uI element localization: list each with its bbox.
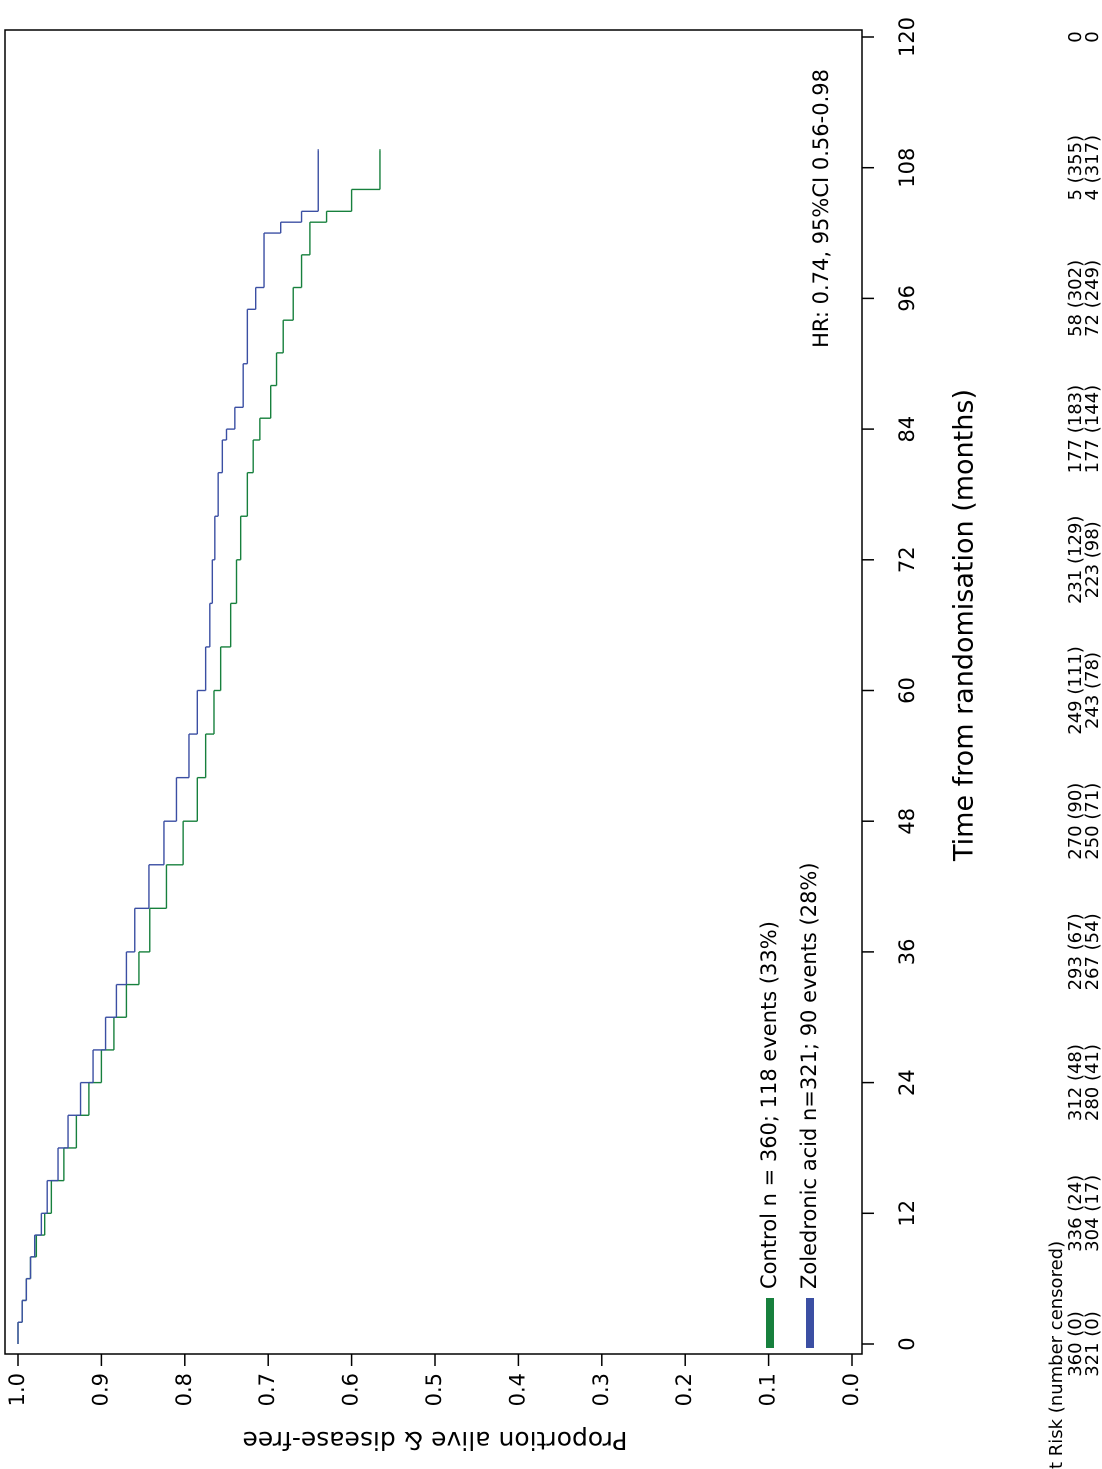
y-tick-label: 0.2 (672, 1373, 696, 1406)
at-risk-count: 177 (144) (1082, 385, 1102, 473)
x-tick-label: 120 (895, 17, 919, 57)
x-tick-label: 72 (895, 546, 919, 573)
at-risk-count: 223 (98) (1082, 521, 1102, 598)
y-tick-label: 0.8 (172, 1373, 196, 1406)
x-tick-label: 12 (895, 1200, 919, 1227)
at-risk-count: 0 (1082, 31, 1102, 42)
at-risk-title: At Risk (number censored) (1046, 1241, 1067, 1469)
at-risk-count: 4 (317) (1082, 135, 1102, 201)
y-tick-label: 0.9 (88, 1373, 112, 1406)
x-tick-label: 60 (895, 677, 919, 704)
y-tick-label: 0.6 (339, 1373, 363, 1406)
x-tick-label: 108 (895, 148, 919, 188)
y-axis-label: Proportion alive & disease-free (243, 1426, 628, 1455)
at-risk-count: 360 (0) (1065, 1311, 1086, 1377)
at-risk-count: 0 (1065, 31, 1086, 42)
x-tick-label: 48 (895, 808, 919, 835)
legend-label: Zoledronic acid n=321; 90 events (28%) (797, 862, 821, 1289)
at-risk-count: 312 (48) (1065, 1044, 1086, 1121)
at-risk-count: 304 (17) (1082, 1175, 1102, 1252)
legend-swatch (766, 1298, 774, 1348)
hazard-ratio: HR: 0.74, 95%CI 0.56-0.98 (809, 69, 833, 348)
at-risk-count: 72 (249) (1082, 260, 1102, 337)
at-risk-count: 243 (78) (1082, 652, 1102, 729)
at-risk-count: 231 (129) (1065, 516, 1086, 604)
at-risk-count: 5 (355) (1065, 135, 1086, 201)
at-risk-count: 177 (183) (1065, 385, 1086, 473)
at-risk-count: 270 (90) (1065, 783, 1086, 860)
x-tick-label: 36 (895, 939, 919, 966)
at-risk-count: 267 (54) (1082, 913, 1102, 990)
x-tick-label: 84 (895, 416, 919, 443)
y-tick-label: 0.3 (589, 1373, 613, 1406)
legend-swatch (806, 1298, 814, 1348)
y-tick-label: 0.7 (255, 1373, 279, 1406)
at-risk-count: 321 (0) (1082, 1311, 1102, 1377)
at-risk-count: 249 (111) (1065, 646, 1086, 734)
x-tick-label: 96 (895, 285, 919, 312)
y-tick-label: 0.0 (839, 1373, 863, 1406)
x-tick-label: 24 (895, 1069, 919, 1096)
legend-label: Control n = 360; 118 events (33%) (757, 921, 781, 1289)
rotated-plot: Proportion alive & disease-free Time fro… (4, 17, 1102, 1469)
y-tick-label: 1.0 (5, 1373, 29, 1406)
x-axis-label: Time from randomisation (months) (949, 389, 980, 862)
at-risk-count: 280 (41) (1082, 1044, 1102, 1121)
at-risk-count: 58 (302) (1065, 260, 1086, 337)
at-risk-count: 336 (24) (1065, 1175, 1086, 1252)
y-tick-label: 0.4 (505, 1373, 529, 1406)
x-tick-label: 0 (895, 1337, 919, 1350)
y-tick-label: 0.5 (422, 1373, 446, 1406)
y-tick-label: 0.1 (756, 1373, 780, 1406)
at-risk-count: 250 (71) (1082, 783, 1102, 860)
at-risk-count: 293 (67) (1065, 913, 1086, 990)
plot-frame (4, 29, 863, 1355)
